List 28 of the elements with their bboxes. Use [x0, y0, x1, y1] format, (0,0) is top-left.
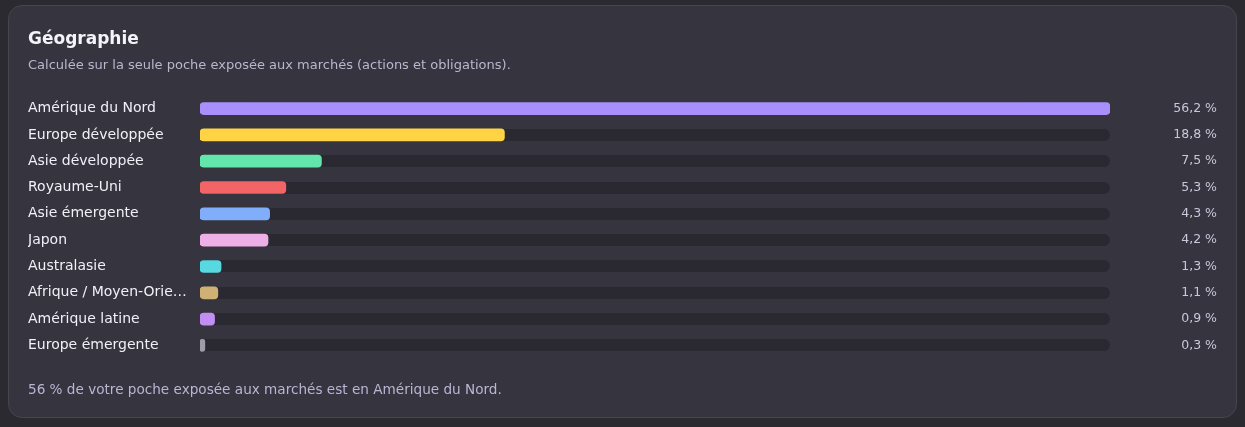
y-tick-label: Amérique du Nord: [28, 99, 156, 116]
y-tick-label: Asie développée: [28, 151, 144, 168]
y-tick-label: Europe émergente: [28, 336, 159, 353]
y-tick-label: Europe développée: [28, 125, 164, 142]
text: 56 % de votre poche exposée aux marchés est en Amérique du Nord.: [28, 380, 502, 398]
data-label: 1,1 %: [1181, 284, 1218, 300]
y-tick-label: Afrique / Moyen-Orie…: [28, 283, 187, 300]
data-label: 4,2 %: [1181, 231, 1218, 247]
y-tick-label: Royaume-Uni: [28, 178, 122, 195]
data-label: 56,2 %: [1173, 99, 1218, 115]
y-tick-label: Australasie: [28, 257, 106, 274]
y-tick-label: Asie émergente: [28, 204, 139, 221]
y-tick-label: Japon: [27, 230, 68, 247]
bar: [200, 154, 322, 168]
data-label: 7,5 %: [1181, 152, 1218, 168]
bar: [200, 181, 287, 194]
data-label: 18,8 %: [1173, 126, 1218, 142]
bar: [200, 207, 270, 221]
chart-title: Géographie: [28, 28, 139, 48]
data-label: 5,3 %: [1181, 178, 1218, 194]
data-label: 0,9 %: [1181, 310, 1218, 326]
data-label: 4,3 %: [1181, 205, 1218, 221]
chart-subtitle: Calculée sur la seule poche exposée aux marchés (actions et obligations).: [28, 57, 511, 73]
y-tick-label: Amérique latine: [28, 309, 140, 326]
bar: [200, 233, 269, 247]
data-label: 0,3 %: [1181, 336, 1218, 352]
data-label: 1,3 %: [1181, 257, 1218, 273]
bar: [200, 260, 222, 273]
